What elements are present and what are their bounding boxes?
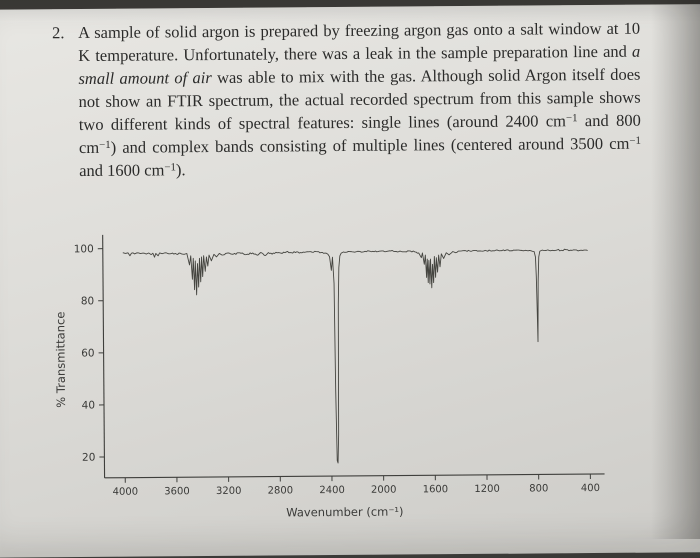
y-axis-line	[103, 235, 105, 478]
y-tick-label: 20	[82, 452, 95, 464]
y-tick-label: 60	[81, 347, 94, 359]
problem-statement: 2. A sample of solid argon is prepared b…	[52, 17, 641, 183]
photographed-page: 2. A sample of solid argon is prepared b…	[0, 4, 700, 558]
x-tick-label: 2800	[268, 485, 294, 496]
x-tick-label: 3600	[164, 486, 190, 497]
y-tick-label: 40	[82, 400, 95, 412]
x-axis-line	[105, 474, 605, 478]
x-tick-label: 1200	[474, 484, 500, 495]
x-axis-title: Wavenumber (cm⁻¹)	[286, 505, 403, 520]
x-tick-label: 2400	[319, 485, 345, 496]
spectrum-plot: 100 80 60 40 20 4000 3600 3200 2800 2400 2000 1600 1…	[47, 209, 646, 536]
x-tick-label: 1600	[423, 484, 449, 495]
ftir-spectrum-chart: 100 80 60 40 20 4000 3600 3200 2800 2400 2000 1600 1…	[47, 209, 646, 536]
y-tick-label: 80	[81, 295, 94, 307]
x-tick-label: 400	[581, 483, 600, 494]
y-axis-title: % Transmittance	[53, 312, 68, 408]
problem-number: 2.	[52, 21, 78, 44]
x-tick-label: 2000	[371, 485, 397, 496]
x-tick-label: 4000	[113, 487, 139, 498]
y-tick-label: 100	[74, 243, 94, 255]
spectrum-trace	[123, 249, 589, 465]
x-tick-label: 3200	[216, 486, 242, 497]
x-tick-label: 800	[529, 483, 548, 494]
photo-background: 2. A sample of solid argon is prepared b…	[0, 0, 700, 539]
problem-text: A sample of solid argon is prepared by f…	[78, 17, 641, 182]
